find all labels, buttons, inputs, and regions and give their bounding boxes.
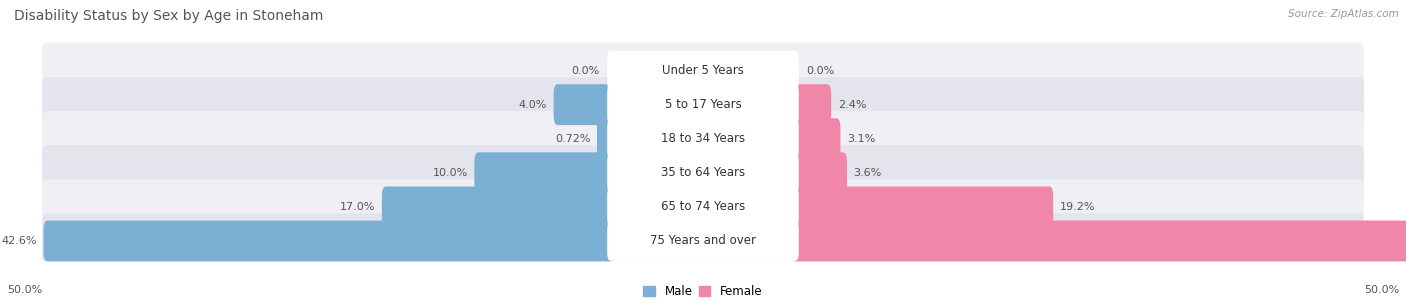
Text: 19.2%: 19.2% — [1060, 202, 1095, 212]
Text: 4.0%: 4.0% — [519, 100, 547, 110]
Text: 3.1%: 3.1% — [846, 134, 876, 144]
FancyBboxPatch shape — [792, 220, 1406, 261]
Text: 42.6%: 42.6% — [1, 236, 37, 246]
FancyBboxPatch shape — [792, 118, 841, 159]
FancyBboxPatch shape — [607, 51, 799, 90]
FancyBboxPatch shape — [792, 186, 1053, 227]
FancyBboxPatch shape — [44, 220, 614, 261]
Text: 17.0%: 17.0% — [340, 202, 375, 212]
FancyBboxPatch shape — [42, 77, 1364, 132]
Text: 0.0%: 0.0% — [572, 66, 600, 76]
FancyBboxPatch shape — [792, 152, 846, 193]
FancyBboxPatch shape — [42, 43, 1364, 98]
Text: 65 to 74 Years: 65 to 74 Years — [661, 200, 745, 213]
FancyBboxPatch shape — [607, 221, 799, 261]
Text: 10.0%: 10.0% — [433, 168, 468, 178]
Text: 50.0%: 50.0% — [7, 285, 42, 295]
Text: 35 to 64 Years: 35 to 64 Years — [661, 166, 745, 179]
Text: Source: ZipAtlas.com: Source: ZipAtlas.com — [1288, 9, 1399, 19]
FancyBboxPatch shape — [42, 213, 1364, 269]
Legend: Male, Female: Male, Female — [644, 285, 762, 298]
Text: 5 to 17 Years: 5 to 17 Years — [665, 98, 741, 111]
FancyBboxPatch shape — [598, 118, 614, 159]
FancyBboxPatch shape — [382, 186, 614, 227]
Text: Under 5 Years: Under 5 Years — [662, 64, 744, 77]
FancyBboxPatch shape — [554, 84, 614, 125]
Text: 0.0%: 0.0% — [806, 66, 834, 76]
FancyBboxPatch shape — [607, 119, 799, 158]
Text: 50.0%: 50.0% — [1364, 285, 1399, 295]
Text: 18 to 34 Years: 18 to 34 Years — [661, 132, 745, 145]
FancyBboxPatch shape — [42, 145, 1364, 200]
FancyBboxPatch shape — [607, 85, 799, 124]
FancyBboxPatch shape — [607, 187, 799, 227]
Text: 75 Years and over: 75 Years and over — [650, 234, 756, 247]
Text: Disability Status by Sex by Age in Stoneham: Disability Status by Sex by Age in Stone… — [14, 9, 323, 23]
Text: 0.72%: 0.72% — [555, 134, 591, 144]
FancyBboxPatch shape — [474, 152, 614, 193]
FancyBboxPatch shape — [42, 111, 1364, 166]
Text: 3.6%: 3.6% — [853, 168, 882, 178]
FancyBboxPatch shape — [792, 84, 831, 125]
FancyBboxPatch shape — [607, 153, 799, 193]
Text: 2.4%: 2.4% — [838, 100, 866, 110]
FancyBboxPatch shape — [42, 179, 1364, 234]
